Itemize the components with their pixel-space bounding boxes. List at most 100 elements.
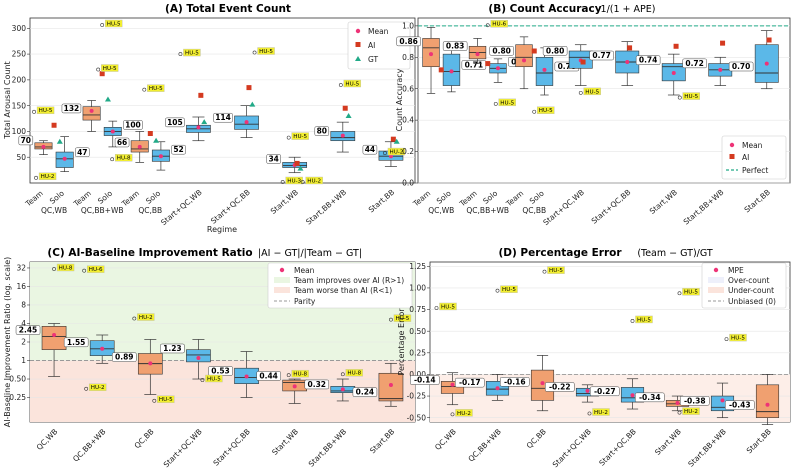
median-label: 0.44 xyxy=(259,371,278,380)
hu-label-box xyxy=(305,176,323,185)
y-tick-label: 32 xyxy=(16,264,26,273)
hu-label-box xyxy=(257,47,275,55)
median-label: 1.55 xyxy=(67,338,86,347)
legend-box xyxy=(701,262,787,309)
mean-marker xyxy=(429,52,434,57)
outlier-point xyxy=(178,52,183,56)
hu-label: HU-8 xyxy=(347,371,361,377)
mean-marker xyxy=(137,144,142,149)
x-group-label: Start,BB xyxy=(743,188,773,215)
legend-over-label: Over-count xyxy=(728,276,769,285)
median-label: 0.70 xyxy=(558,62,577,71)
median-label: 66 xyxy=(117,138,127,147)
hu-label: HU-6 xyxy=(89,267,103,273)
x-group-label: QC,BB+WB xyxy=(81,206,124,215)
hu-label-box xyxy=(490,20,508,28)
mean-marker xyxy=(475,52,480,57)
outlier-point xyxy=(587,411,592,416)
median-label-box xyxy=(114,137,130,148)
legend-over-swatch xyxy=(708,277,724,283)
median-label: 0.72 xyxy=(685,59,704,68)
median-label: -0.27 xyxy=(594,387,616,396)
box xyxy=(755,384,780,418)
median-label: 0.77 xyxy=(592,51,611,60)
hu-label: HU-8 xyxy=(117,156,131,162)
legend-ai-label: AI xyxy=(742,153,749,162)
y-tick-label: 0.75 xyxy=(409,305,426,314)
hu-label: HU-8 xyxy=(293,372,307,378)
legend-mean-marker xyxy=(279,267,285,273)
ai-marker xyxy=(198,92,204,98)
outlier-point xyxy=(84,386,89,391)
hu-label: HU-5 xyxy=(684,290,698,296)
ai-marker xyxy=(246,85,252,91)
y-tick-label: 150 xyxy=(12,101,27,110)
hu-label-box xyxy=(498,98,516,107)
median-label-box xyxy=(112,352,137,362)
hu-label-box xyxy=(291,369,309,378)
panel-d-legend: MPE Over-count Under-count Unbiased (0) xyxy=(701,262,787,309)
mean-marker xyxy=(720,398,725,403)
y-tick-label: 8 xyxy=(21,301,26,310)
x-group-label: QC,BB+WB xyxy=(466,206,509,215)
panel-b-marks: 0.860.710.830.730.800.700.800.770.740.72… xyxy=(396,20,779,114)
median-label: 114 xyxy=(215,113,231,122)
y-tick-label: 0.25 xyxy=(9,393,26,402)
outlier-point xyxy=(389,317,393,322)
median-label: 47 xyxy=(77,148,87,157)
mean-marker xyxy=(764,61,769,66)
x-group-label: QC,BB xyxy=(138,206,162,215)
legend-box xyxy=(721,135,787,180)
hu-label-box xyxy=(682,407,700,415)
hu-label-box xyxy=(500,285,518,293)
ai-marker xyxy=(390,136,396,142)
mean-marker xyxy=(340,387,345,392)
x-group-label: QC,BB+WB xyxy=(466,427,503,464)
box xyxy=(186,349,211,363)
ai-marker xyxy=(99,71,105,77)
ai-marker xyxy=(627,45,633,51)
panel-b-title: (B) Count Accuracy xyxy=(488,3,601,15)
hu-label: HU-6 xyxy=(492,22,506,28)
median-label-box xyxy=(542,46,568,56)
hu-label-box xyxy=(137,313,155,321)
median-label-box xyxy=(171,144,186,155)
hu-label: HU-5 xyxy=(207,376,221,382)
y-tick-label: 0.6 xyxy=(402,84,414,93)
y-tick-label: 100 xyxy=(12,127,27,136)
panel-c-title: (C) AI-Baseline Improvement Ratio xyxy=(47,247,252,259)
mean-marker xyxy=(585,388,590,393)
median-label-box xyxy=(635,55,661,65)
hu-label: HU-2 xyxy=(684,409,698,415)
hu-label: HU-2 xyxy=(594,410,608,416)
legend-ai-marker xyxy=(729,154,735,159)
y-tick-label: 4 xyxy=(21,319,26,328)
median-label: -0.22 xyxy=(549,382,571,391)
hu-label: HU-2 xyxy=(139,315,153,321)
panel-d: (D) Percentage Error (Team − GT)/GT -0.5… xyxy=(397,247,791,469)
hu-label: HU-5 xyxy=(159,397,173,403)
y-tick-label: 1.0 xyxy=(402,21,414,30)
panel-d-ylabel: Percentage Error xyxy=(397,308,406,376)
median-label-box xyxy=(725,400,755,410)
median-label-box xyxy=(266,154,281,164)
median-label-box xyxy=(728,61,754,72)
y-tick-label: 0.2 xyxy=(402,147,414,156)
x-group-label: Start+QC,WB xyxy=(541,188,586,227)
outlier-point xyxy=(200,378,205,382)
ai-marker xyxy=(766,37,772,43)
outlier-point xyxy=(34,175,38,180)
x-group-label: QC,WB xyxy=(428,206,454,215)
hu-label: HU-5 xyxy=(149,86,163,92)
hu-label-box xyxy=(100,64,119,72)
hu-label: HU-5 xyxy=(395,316,409,322)
y-tick-label: 0.4 xyxy=(402,116,414,125)
x-group-label: Start+QC,WB xyxy=(162,427,204,469)
gt-marker xyxy=(201,119,208,125)
x-group-label: QC,BB xyxy=(522,206,546,215)
hu-label: HU-5 xyxy=(539,108,553,114)
outlier-point xyxy=(532,109,537,114)
x-group-label: Start,BB+WB xyxy=(307,427,349,469)
hu-label: HU-5 xyxy=(500,100,514,106)
hu-label-box xyxy=(345,369,364,377)
